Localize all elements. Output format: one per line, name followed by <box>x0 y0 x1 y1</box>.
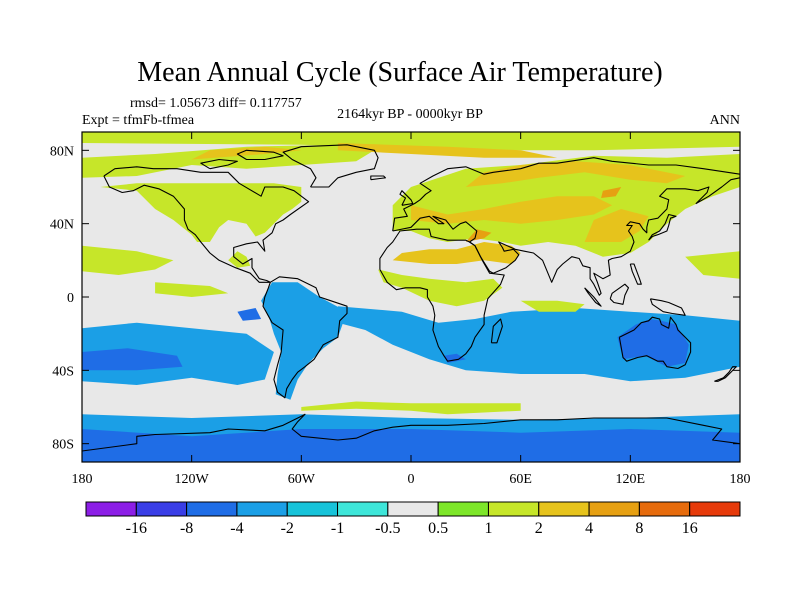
colorbar-swatch-9 <box>538 501 590 517</box>
coastline-2 <box>379 228 505 362</box>
coastline-0 <box>103 166 310 283</box>
colorbar-swatch-3 <box>236 501 288 517</box>
coastline-3 <box>392 157 740 232</box>
colorbar-label-3: -2 <box>281 520 294 537</box>
colorbar-swatch-11 <box>638 501 691 517</box>
anomaly-region-25 <box>155 282 229 297</box>
x-tick-label-2: 60W <box>288 472 316 487</box>
x-tick-label-4: 60E <box>509 472 532 487</box>
colorbar-swatch-10 <box>588 501 640 517</box>
anomaly-region-4 <box>617 319 689 367</box>
coastline-13 <box>609 283 630 305</box>
anomaly-region-1 <box>82 348 183 371</box>
colorbar-swatch-2 <box>186 501 238 517</box>
y-tick-label-3: 40S <box>52 364 74 379</box>
season-label: ANN <box>710 113 740 128</box>
x-tick-label-1: 120W <box>175 472 210 487</box>
colorbar-label-0: -16 <box>126 520 147 537</box>
anomaly-region-22 <box>82 245 174 275</box>
x-tick-label-6: 180 <box>730 472 751 487</box>
anomaly-region-12 <box>337 143 558 158</box>
anomaly-region-18 <box>392 242 521 264</box>
anomaly-field <box>82 132 740 462</box>
colorbar-swatch-8 <box>487 501 540 517</box>
coastline-14 <box>649 298 686 316</box>
chart-subtitle: 2164kyr BP - 0000kyr BP <box>337 107 483 122</box>
anomaly-region-9 <box>301 401 521 415</box>
anomaly-region-10 <box>82 144 375 178</box>
colorbar: -16 -8 -4 -2 -1 -0.5 0.5 1 2 4 8 16 <box>85 501 741 537</box>
anomaly-region-26 <box>465 229 492 242</box>
coastline-9 <box>282 144 379 188</box>
colorbar-swatch-5 <box>337 501 389 517</box>
colorbar-label-1: -8 <box>180 520 193 537</box>
stats-text: rmsd= 1.05673 diff= 0.117757 <box>130 96 302 111</box>
experiment-text: Expt = tfmFb-tfmea <box>82 113 195 128</box>
coastline-6 <box>618 316 692 370</box>
anomaly-region-13 <box>100 183 302 242</box>
coastline-layer <box>82 144 740 452</box>
axis-ticks: 180 120W 60W 0 60E 120E 180 80N 40N 0 40S 80S <box>50 132 751 487</box>
coastline-18 <box>629 263 642 285</box>
colorbar-label-11: 16 <box>682 520 698 537</box>
anomaly-region-6 <box>237 308 262 321</box>
coastline-15 <box>714 366 737 382</box>
coastline-1 <box>262 276 348 399</box>
colorbar-swatch-12 <box>689 501 741 517</box>
colorbar-label-9: 4 <box>585 520 593 537</box>
coastline-16 <box>236 149 284 161</box>
colorbar-label-8: 2 <box>535 520 543 537</box>
coastline-12 <box>584 287 602 307</box>
coastline-10 <box>82 413 740 452</box>
coastline-7 <box>399 190 414 206</box>
colorbar-swatch-6 <box>387 501 439 517</box>
anomaly-region-17 <box>465 161 686 187</box>
anomaly-region-3 <box>261 282 347 400</box>
anomaly-region-20 <box>191 146 302 160</box>
colorbar-label-10: 8 <box>635 520 643 537</box>
x-tick-label-3: 0 <box>408 472 415 487</box>
colorbar-swatch-0 <box>85 501 137 517</box>
coastline-19 <box>370 175 386 181</box>
x-tick-label-0: 180 <box>72 472 93 487</box>
colorbar-swatch-7 <box>437 501 489 517</box>
anomaly-region-8 <box>82 429 740 462</box>
coastline-5 <box>469 177 740 296</box>
chart-title: Mean Annual Cycle (Surface Air Temperatu… <box>137 57 662 88</box>
anomaly-region-11 <box>82 132 740 151</box>
colorbar-swatch-1 <box>135 501 188 517</box>
y-tick-label-1: 40N <box>50 218 74 233</box>
colorbar-label-2: -4 <box>230 520 243 537</box>
colorbar-label-5: -0.5 <box>375 520 400 537</box>
coastline-11 <box>490 318 503 344</box>
colorbar-swatch-4 <box>286 501 339 517</box>
colorbar-label-4: -1 <box>331 520 344 537</box>
anomaly-region-19 <box>584 209 649 242</box>
anomaly-region-23 <box>685 251 740 279</box>
anomaly-region-24 <box>520 300 585 312</box>
y-tick-label-0: 80N <box>50 144 74 159</box>
y-tick-label-2: 0 <box>67 291 74 306</box>
coastline-4 <box>392 215 478 243</box>
colorbar-label-6: 0.5 <box>428 520 448 537</box>
colorbar-label-7: 1 <box>484 520 492 537</box>
y-tick-label-4: 80S <box>52 438 74 453</box>
anomaly-region-16 <box>411 196 613 224</box>
anomaly-region-27 <box>601 187 622 198</box>
x-tick-label-5: 120E <box>616 472 646 487</box>
anomaly-region-21 <box>378 269 503 307</box>
coastline-8 <box>648 213 677 241</box>
coastline-17 <box>200 158 238 170</box>
